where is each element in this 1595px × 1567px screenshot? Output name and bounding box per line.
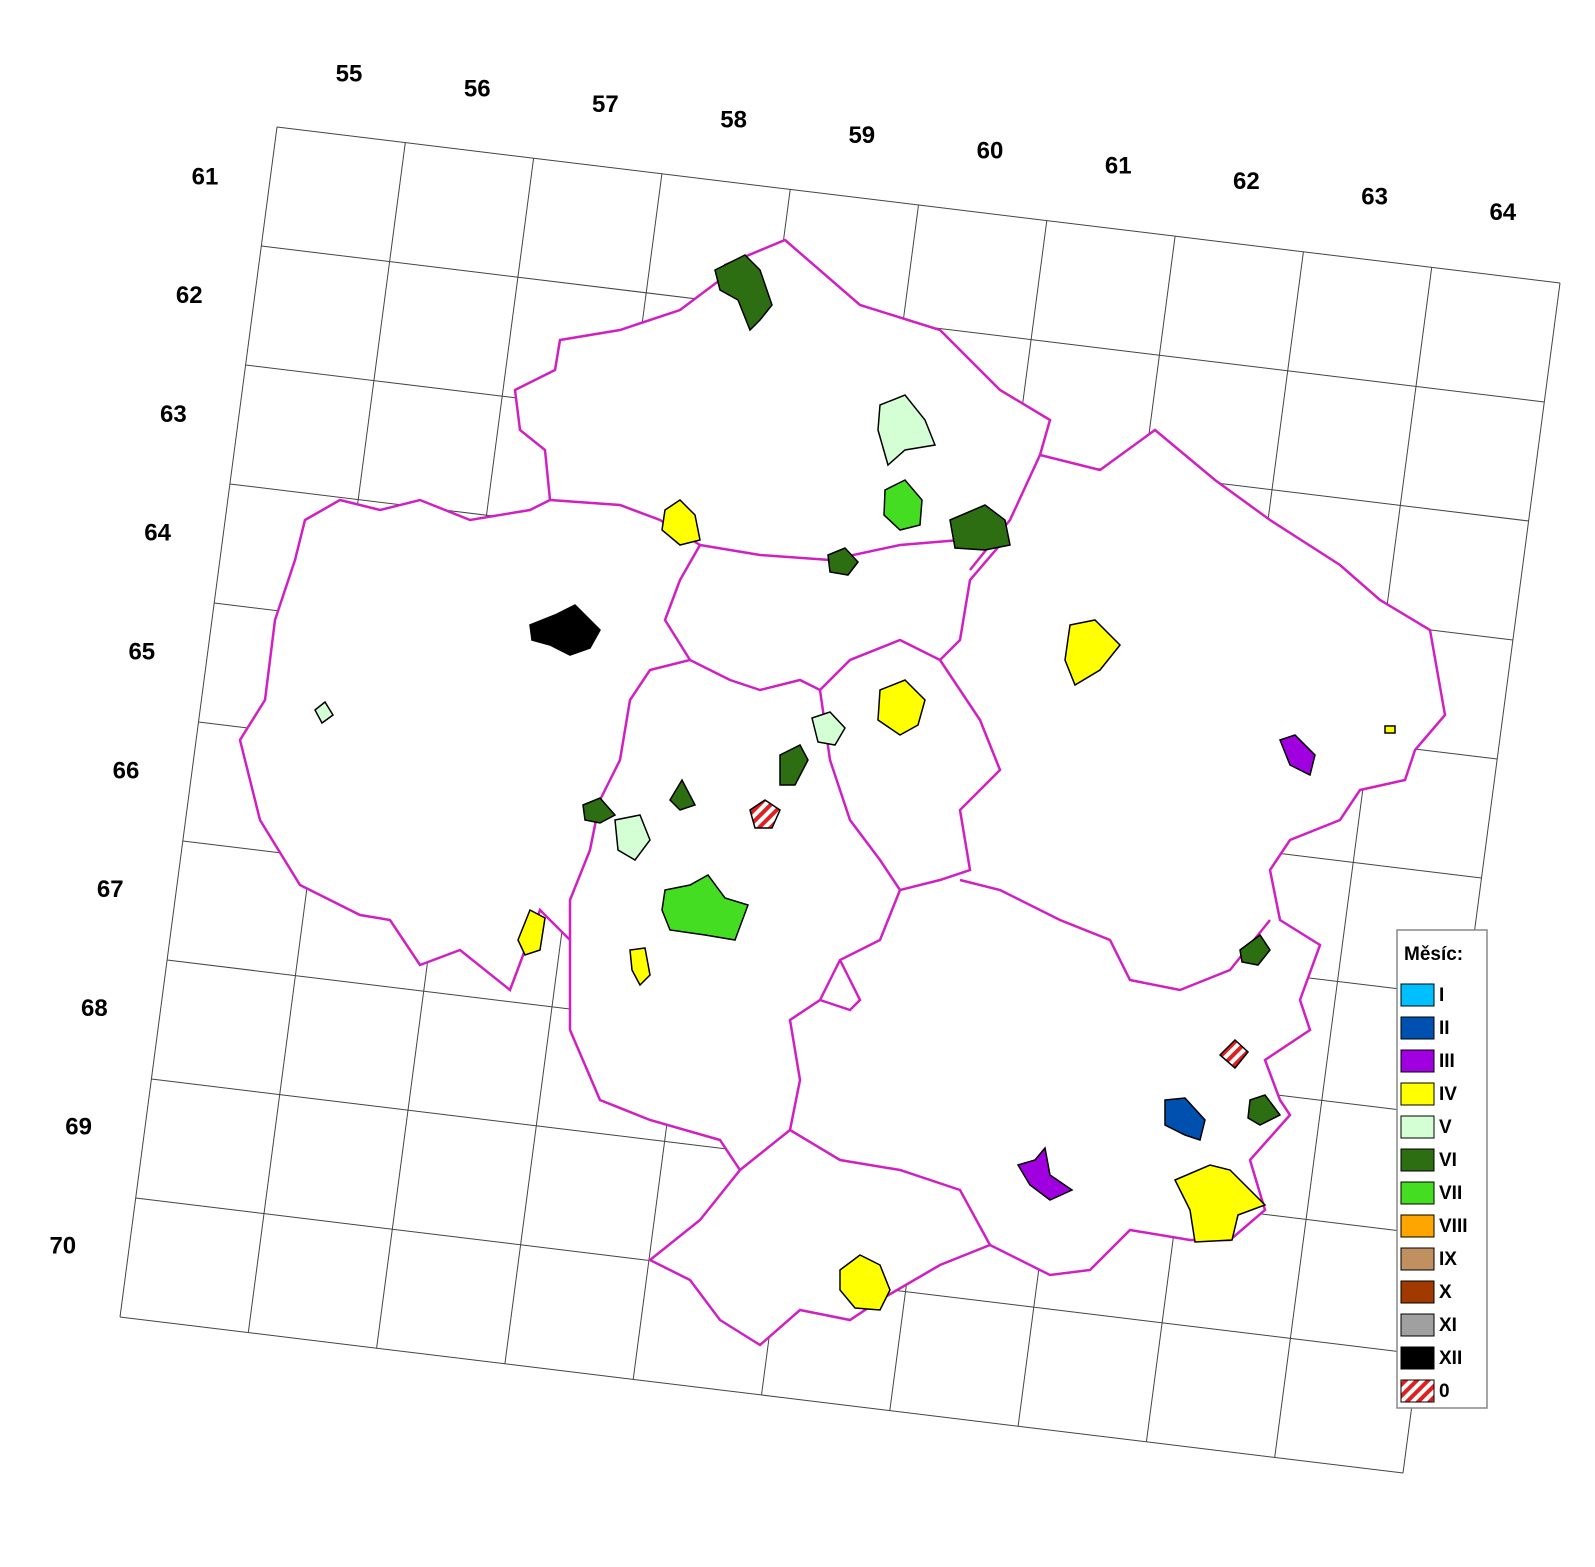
column-label: 56 [464,76,491,103]
municipality [614,814,651,861]
district-border [739,659,1002,1171]
legend-label: VII [1439,1183,1462,1204]
district-border [689,538,1003,692]
legend-swatch [1400,1313,1435,1337]
municipality [839,1254,891,1311]
municipality [1384,725,1396,734]
municipality [779,744,809,786]
row-label: 70 [49,1233,76,1260]
municipality [949,504,1011,551]
legend-label: 0 [1439,1381,1450,1402]
municipality [1016,1146,1074,1201]
highlighted-municipalities [314,254,1396,1311]
legend-label: III [1439,1051,1455,1072]
row-label: 64 [144,520,171,547]
row-label: 67 [97,876,124,903]
legend-label: XII [1439,1348,1462,1369]
municipality [314,700,335,725]
municipality [669,778,697,811]
column-label: 59 [848,122,875,149]
row-label: 65 [128,639,155,666]
column-label: 64 [1489,199,1516,226]
district-border [959,878,1271,992]
municipality [1164,1097,1206,1141]
row-label: 69 [65,1114,92,1141]
municipality [714,254,773,332]
legend-swatch [1400,1346,1435,1370]
municipality [883,479,923,531]
municipality [629,947,651,987]
municipality [1279,734,1316,777]
municipality [827,547,859,576]
legend-swatch [1400,1280,1435,1304]
legend-swatch [1400,1016,1435,1040]
legend-label: I [1439,985,1444,1006]
legend-swatch [1400,1148,1435,1172]
row-label: 61 [192,163,219,190]
municipality [877,394,937,467]
legend-label: VIII [1439,1216,1468,1237]
legend-swatch [1400,1049,1435,1073]
municipality [811,711,846,746]
row-label: 68 [81,995,108,1022]
legend-label: IV [1439,1084,1457,1105]
column-label: 62 [1233,168,1260,195]
municipality [529,604,601,656]
municipality [1218,1038,1250,1070]
column-label: 63 [1361,184,1388,211]
column-label: 57 [592,91,619,118]
municipality [1064,619,1122,687]
row-label: 63 [160,401,187,428]
municipality [661,874,749,941]
column-label: 61 [1105,153,1132,180]
legend-swatch [1400,1247,1435,1271]
municipality [661,499,701,546]
legend-swatch [1400,1181,1435,1205]
legend-title: Měsíc: [1404,944,1463,965]
legend-label: XI [1439,1315,1457,1336]
legend-swatch [1400,1214,1435,1238]
district-border [819,959,862,1012]
municipality [1247,1094,1282,1126]
municipality [877,679,926,736]
municipality [517,908,546,956]
district-border [969,454,1042,571]
district-border [789,1128,992,1246]
legend-label: V [1439,1117,1452,1138]
grid-line [276,126,1561,284]
row-label: 66 [113,757,140,784]
row-label: 62 [176,282,203,309]
legend-label: VI [1439,1150,1457,1171]
municipality [1239,933,1271,966]
legend-swatch [1400,1082,1435,1106]
column-label: 55 [336,60,363,87]
column-label: 58 [720,107,747,134]
legend-swatch [1400,983,1435,1007]
municipality [749,799,781,829]
grid-line [119,1316,1404,1474]
legend-swatch [1400,1115,1435,1139]
municipality [582,797,617,824]
legend-swatch [1400,1379,1435,1403]
legend-label: IX [1439,1249,1457,1270]
legend-label: X [1439,1282,1452,1303]
region-outline [238,238,1447,1347]
column-label: 60 [977,137,1004,164]
municipality [1173,1164,1267,1243]
legend-label: II [1439,1018,1450,1039]
